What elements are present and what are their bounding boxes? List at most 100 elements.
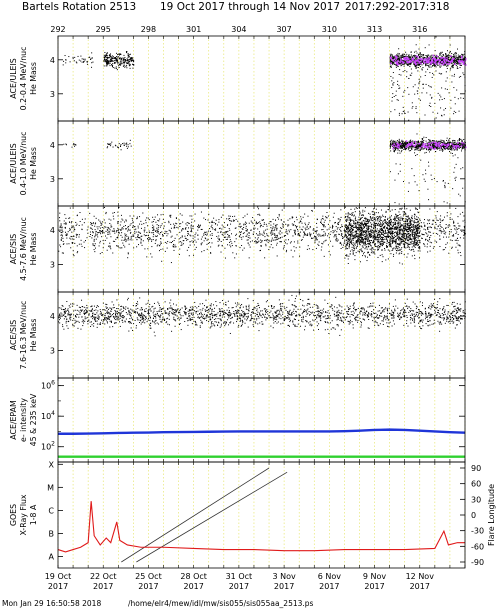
data-point: [384, 248, 386, 250]
data-point: [355, 219, 357, 221]
data-point: [435, 66, 437, 68]
data-point: [121, 247, 123, 249]
data-point: [133, 235, 135, 237]
data-point: [101, 226, 103, 228]
data-point: [302, 216, 304, 218]
data-point: [295, 226, 297, 228]
data-point: [186, 224, 188, 226]
data-point: [432, 144, 434, 146]
data-point: [370, 252, 372, 254]
data-point: [60, 223, 62, 225]
data-point: [392, 141, 394, 143]
data-point: [372, 242, 374, 244]
data-point: [429, 140, 431, 142]
data-point: [104, 52, 106, 54]
data-point: [128, 226, 130, 228]
data-point: [76, 214, 78, 216]
data-point: [398, 229, 400, 231]
data-point: [259, 234, 261, 236]
data-point: [72, 254, 74, 256]
data-point: [411, 216, 413, 218]
data-point: [403, 231, 405, 233]
data-point: [62, 243, 64, 245]
data-point: [237, 220, 239, 222]
data-point: [441, 56, 444, 59]
data-point: [128, 58, 130, 60]
data-point: [240, 236, 242, 238]
data-point: [401, 263, 403, 265]
data-point: [243, 223, 245, 225]
data-point: [315, 237, 317, 239]
data-point: [461, 144, 463, 146]
data-point: [83, 241, 85, 243]
data-point: [106, 147, 108, 149]
data-point: [389, 146, 391, 148]
data-point: [407, 148, 409, 150]
data-point: [453, 140, 455, 142]
data-point: [71, 242, 73, 244]
data-point: [309, 235, 311, 237]
data-point: [416, 222, 418, 224]
data-point: [111, 60, 113, 62]
data-point: [229, 236, 231, 238]
data-point: [285, 251, 287, 253]
data-point: [428, 144, 430, 146]
data-point: [441, 61, 444, 63]
data-point: [316, 237, 318, 239]
data-point: [389, 243, 391, 245]
data-point: [427, 144, 429, 146]
data-point: [413, 63, 415, 65]
data-point: [406, 228, 408, 230]
data-point: [457, 67, 459, 69]
data-point: [403, 213, 405, 215]
data-point: [383, 233, 385, 235]
data-point: [396, 141, 398, 143]
data-point: [112, 57, 114, 59]
data-point: [386, 235, 388, 237]
data-point: [257, 206, 259, 208]
data-point: [297, 232, 299, 234]
data-point: [139, 237, 141, 239]
data-point: [448, 139, 450, 141]
data-point: [224, 257, 226, 259]
data-point: [420, 61, 422, 63]
data-point: [395, 58, 398, 60]
data-point: [377, 249, 379, 251]
data-point: [428, 199, 430, 201]
data-point: [437, 144, 439, 146]
data-point: [300, 218, 302, 220]
data-point: [439, 65, 441, 67]
data-point: [433, 145, 435, 147]
data-point: [95, 217, 97, 219]
data-point: [126, 62, 128, 64]
data-point: [399, 142, 401, 144]
data-point: [433, 54, 435, 56]
data-point: [316, 219, 318, 221]
data-point: [414, 221, 416, 223]
data-point: [62, 235, 63, 237]
data-point: [342, 237, 344, 239]
data-point: [426, 55, 428, 57]
data-point: [401, 146, 403, 148]
data-point: [463, 53, 465, 55]
data-point: [158, 250, 160, 252]
data-point: [430, 59, 433, 62]
data-point: [411, 226, 413, 228]
data-point: [413, 242, 415, 244]
data-point: [433, 143, 435, 145]
data-point: [245, 227, 247, 229]
data-point: [211, 234, 213, 236]
data-point: [161, 223, 163, 225]
data-point: [390, 219, 392, 221]
data-point: [137, 236, 139, 238]
data-point: [416, 141, 418, 143]
data-point: [398, 140, 400, 142]
data-point: [406, 53, 408, 55]
data-point: [403, 147, 405, 149]
data-point: [141, 223, 143, 225]
data-point: [276, 227, 278, 229]
data-point: [59, 227, 61, 229]
data-point: [279, 237, 281, 239]
data-point: [275, 219, 276, 221]
data-point: [129, 64, 131, 66]
